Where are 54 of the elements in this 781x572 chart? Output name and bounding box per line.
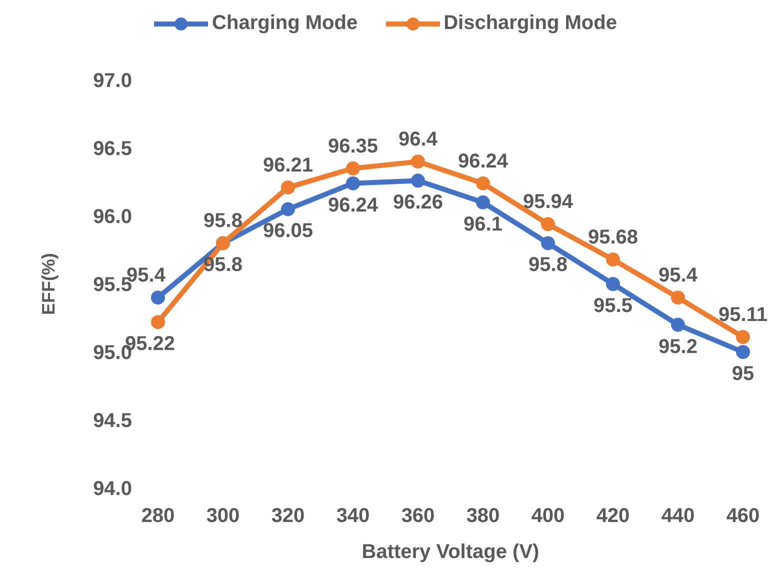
point [281, 202, 295, 216]
data-label: 95.4 [658, 264, 698, 287]
point [736, 330, 750, 344]
y-tick-label: 94.5 [93, 410, 132, 432]
data-label: 96.05 [262, 220, 314, 242]
data-label: 96.26 [392, 192, 444, 214]
point [671, 290, 685, 305]
data-label: 95.68 [588, 226, 638, 249]
data-label: 95.94 [522, 191, 574, 214]
x-tick-label: 280 [141, 505, 175, 528]
x-tick-label: 340 [336, 505, 370, 528]
data-label: 96.1 [464, 213, 502, 236]
point [411, 174, 425, 188]
x-axis-title: Battery Voltage (V) [362, 541, 540, 563]
x-tick-label: 420 [596, 505, 630, 528]
legend-label: Charging Mode [211, 12, 358, 35]
point [346, 161, 360, 176]
point [671, 318, 685, 332]
x-tick-label: 440 [661, 505, 695, 528]
data-label: 95.8 [528, 254, 568, 276]
point [151, 315, 165, 330]
x-tick-label: 320 [271, 505, 305, 528]
point [476, 176, 490, 190]
y-tick-label: 96.0 [93, 206, 132, 228]
x-tick-label: 460 [726, 505, 760, 528]
data-label: 95.5 [594, 295, 632, 317]
point [346, 176, 360, 190]
y-tick-label: 94.0 [93, 478, 132, 500]
data-label: 96.24 [458, 150, 509, 172]
point [281, 180, 295, 194]
x-tick-label: 300 [206, 505, 240, 528]
y-tick-label: 97.0 [93, 70, 132, 92]
point [541, 236, 555, 250]
x-tick-label: 400 [531, 505, 565, 528]
data-label: 96.24 [328, 194, 379, 216]
legend-label: Discharging Mode [442, 12, 617, 35]
y-tick-label: 96.5 [93, 138, 132, 160]
point [606, 277, 620, 291]
point [476, 195, 490, 210]
data-label: 96.4 [398, 128, 438, 151]
point [541, 217, 555, 232]
data-label: 95.11 [718, 304, 768, 326]
point [151, 290, 165, 305]
x-tick-label: 360 [401, 505, 435, 528]
point [736, 345, 750, 359]
data-label: 95 [732, 363, 754, 385]
y-axis-title: EFF(%) [38, 253, 58, 315]
data-label: 96.21 [262, 154, 314, 176]
data-label: 95.8 [204, 210, 242, 232]
data-label: 95.2 [658, 336, 698, 358]
data-label: 96.35 [328, 135, 378, 158]
point [411, 154, 425, 169]
point [606, 252, 620, 267]
x-tick-label: 380 [466, 505, 500, 528]
